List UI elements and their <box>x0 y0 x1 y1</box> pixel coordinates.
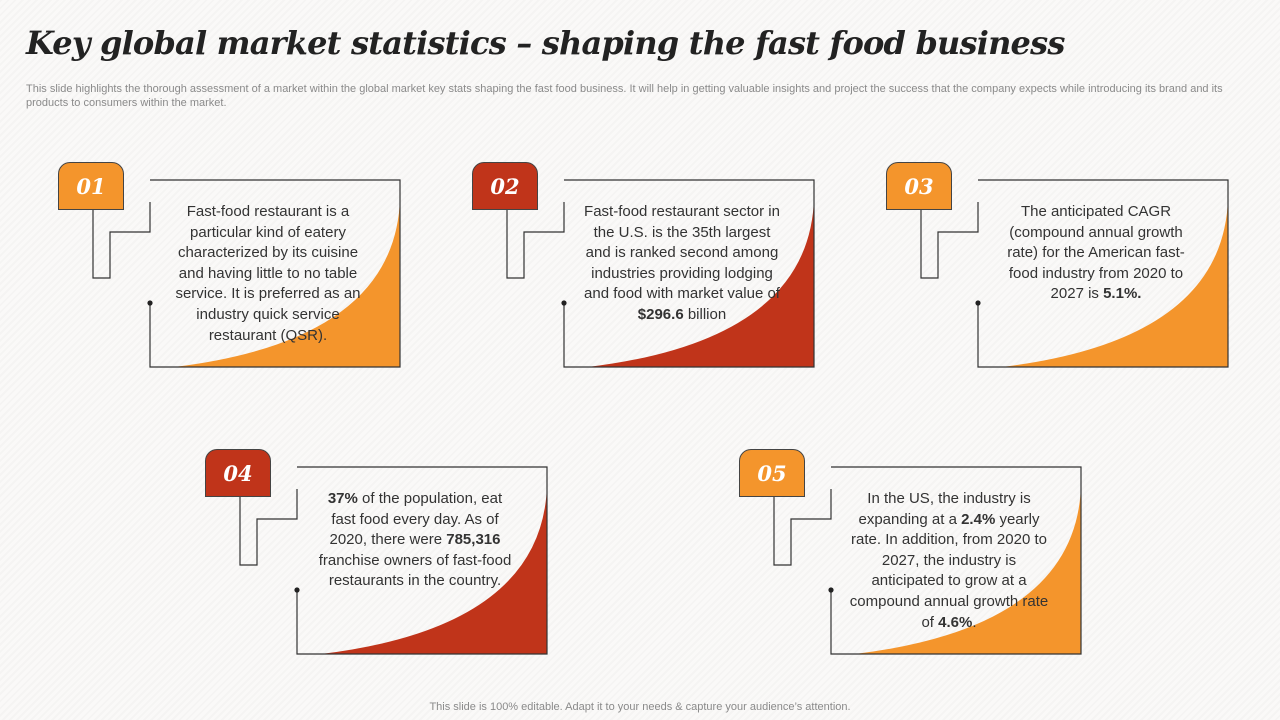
card-corner-accent <box>174 198 400 367</box>
stat-card-3: 03 The anticipated CAGR (compound annual … <box>886 162 1236 372</box>
card-connector-dot <box>561 300 567 306</box>
card-frame-graphic <box>920 179 1229 368</box>
card-frame-line <box>773 466 1082 655</box>
highlight-value: 785,316 <box>446 531 501 549</box>
highlight-value: 2.4% <box>961 510 996 528</box>
stat-card-1: 01 Fast-food restaurant is a particular k… <box>58 162 408 372</box>
description-text: of the population, eat fast food every d… <box>329 490 503 549</box>
stat-card-4: 04 37% of the population, eat fast food e… <box>205 449 555 659</box>
card-frame-line <box>506 179 815 368</box>
description-text: In the US, the industry is expanding at … <box>858 490 1031 528</box>
card-description: Fast-food restaurant is a particular kin… <box>168 202 368 346</box>
description-text: billion <box>683 305 727 323</box>
footer-note: This slide is 100% editable. Adapt it to… <box>429 701 851 713</box>
card-number-badge: 01 <box>58 162 124 210</box>
highlight-value: 4.6% <box>938 613 973 631</box>
card-frame-graphic <box>92 179 401 368</box>
stat-card-2: 02 Fast-food restaurant sector in the U.S… <box>472 162 822 372</box>
card-connector-dot <box>294 587 300 593</box>
page-subtitle: This slide highlights the thorough asses… <box>26 83 1223 109</box>
description-text: Fast-food restaurant sector in the U.S. … <box>584 203 780 303</box>
description-text: . <box>972 613 977 631</box>
card-corner-accent <box>1002 198 1228 367</box>
card-frame-line <box>239 466 548 655</box>
highlight-value: 37% <box>327 490 358 507</box>
card-connector-dot <box>975 300 981 306</box>
card-number-badge: 04 <box>205 449 271 497</box>
card-description: In the US, the industry is expanding at … <box>849 489 1049 633</box>
card-description: Fast-food restaurant sector in the U.S. … <box>582 202 782 326</box>
card-connector-dot <box>147 300 153 306</box>
card-number-badge: 02 <box>472 162 538 210</box>
card-frame-graphic <box>773 466 1082 655</box>
card-corner-accent <box>321 485 547 654</box>
card-description: The anticipated CAGR (compound annual gr… <box>996 202 1196 305</box>
description-text: yearly rate. In addition, from 2020 to 2… <box>849 510 1049 631</box>
card-corner-accent <box>588 198 814 367</box>
description-text: franchise owners of fast-food restaurant… <box>318 551 512 590</box>
stat-card-5: 05 In the US, the industry is expanding a… <box>739 449 1089 659</box>
card-frame-line <box>920 179 1229 368</box>
card-connector-dot <box>828 587 834 593</box>
card-frame-line <box>92 179 401 368</box>
card-number-badge: 03 <box>886 162 952 210</box>
card-corner-accent <box>855 485 1081 654</box>
description-text: Fast-food restaurant is a particular kin… <box>175 203 361 344</box>
highlight-value: 5.1%. <box>1103 285 1142 303</box>
card-number-badge: 05 <box>739 449 805 497</box>
card-description: 37% of the population, eat fast food eve… <box>315 489 515 592</box>
card-frame-graphic <box>239 466 548 655</box>
highlight-value: $296.6 <box>637 305 684 323</box>
page-title: Key global market statistics – shaping t… <box>26 24 1065 62</box>
description-text: The anticipated CAGR (compound annual gr… <box>1007 203 1185 303</box>
card-frame-graphic <box>506 179 815 368</box>
